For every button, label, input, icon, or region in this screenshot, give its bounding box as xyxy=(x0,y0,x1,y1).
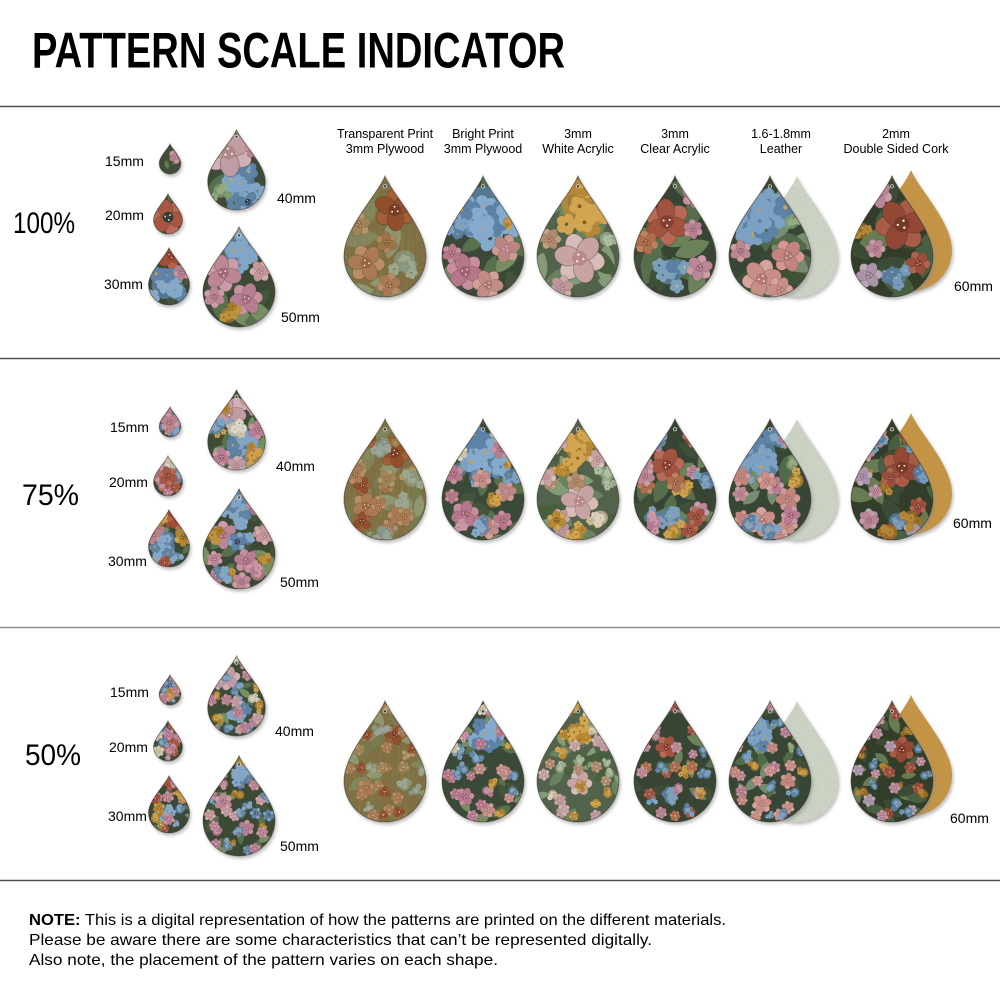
svg-text:30mm: 30mm xyxy=(108,808,147,824)
svg-text:15mm: 15mm xyxy=(105,153,144,169)
svg-text:60mm: 60mm xyxy=(953,515,992,531)
svg-text:PATTERN SCALE INDICATOR: PATTERN SCALE INDICATOR xyxy=(32,23,565,79)
svg-text:Double Sided Cork: Double Sided Cork xyxy=(844,142,950,156)
svg-text:100%: 100% xyxy=(13,207,75,240)
svg-text:1.6-1.8mm: 1.6-1.8mm xyxy=(751,127,811,141)
svg-text:3mm: 3mm xyxy=(564,127,592,141)
svg-text:Clear Acrylic: Clear Acrylic xyxy=(640,142,709,156)
svg-text:3mm Plywood: 3mm Plywood xyxy=(444,142,523,156)
svg-text:15mm: 15mm xyxy=(110,684,149,700)
svg-text:40mm: 40mm xyxy=(276,458,315,474)
svg-text:2mm: 2mm xyxy=(882,127,910,141)
svg-text:15mm: 15mm xyxy=(110,419,149,435)
svg-text:3mm Plywood: 3mm Plywood xyxy=(346,142,425,156)
svg-text:30mm: 30mm xyxy=(108,553,147,569)
svg-text:60mm: 60mm xyxy=(950,810,989,826)
svg-text:50mm: 50mm xyxy=(281,309,320,325)
svg-text:20mm: 20mm xyxy=(109,474,148,490)
svg-text:50mm: 50mm xyxy=(280,838,319,854)
svg-text:3mm: 3mm xyxy=(661,127,689,141)
svg-text:75%: 75% xyxy=(22,479,79,512)
svg-text:20mm: 20mm xyxy=(105,207,144,223)
svg-text:White Acrylic: White Acrylic xyxy=(542,142,614,156)
svg-text:40mm: 40mm xyxy=(277,190,316,206)
svg-text:60mm: 60mm xyxy=(954,278,993,294)
svg-text:NOTE: This is a digital repres: NOTE: This is a digital representation o… xyxy=(29,912,726,929)
svg-text:Also note, the placement of th: Also note, the placement of the pattern … xyxy=(29,952,498,969)
svg-text:20mm: 20mm xyxy=(109,739,148,755)
svg-text:30mm: 30mm xyxy=(104,276,143,292)
svg-text:Transparent Print: Transparent Print xyxy=(337,127,434,141)
svg-text:50%: 50% xyxy=(25,739,81,772)
svg-text:50mm: 50mm xyxy=(280,574,319,590)
svg-text:40mm: 40mm xyxy=(275,723,314,739)
svg-text:Bright Print: Bright Print xyxy=(452,127,514,141)
svg-text:Leather: Leather xyxy=(760,142,802,156)
svg-text:Please be aware there are some: Please be aware there are some character… xyxy=(29,932,652,949)
